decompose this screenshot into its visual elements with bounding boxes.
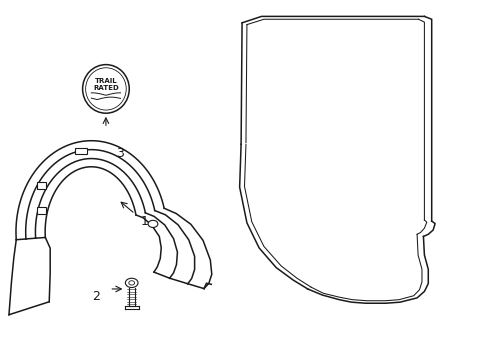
Text: 2: 2 <box>92 289 100 303</box>
Text: 3: 3 <box>116 147 124 160</box>
Bar <box>37 182 46 189</box>
Bar <box>37 207 46 214</box>
Ellipse shape <box>82 64 129 113</box>
Circle shape <box>148 220 158 228</box>
Circle shape <box>125 278 138 288</box>
Text: TRAIL: TRAIL <box>94 78 117 84</box>
Bar <box>75 148 86 154</box>
Text: RATED: RATED <box>93 85 119 91</box>
Text: 1: 1 <box>141 215 148 228</box>
